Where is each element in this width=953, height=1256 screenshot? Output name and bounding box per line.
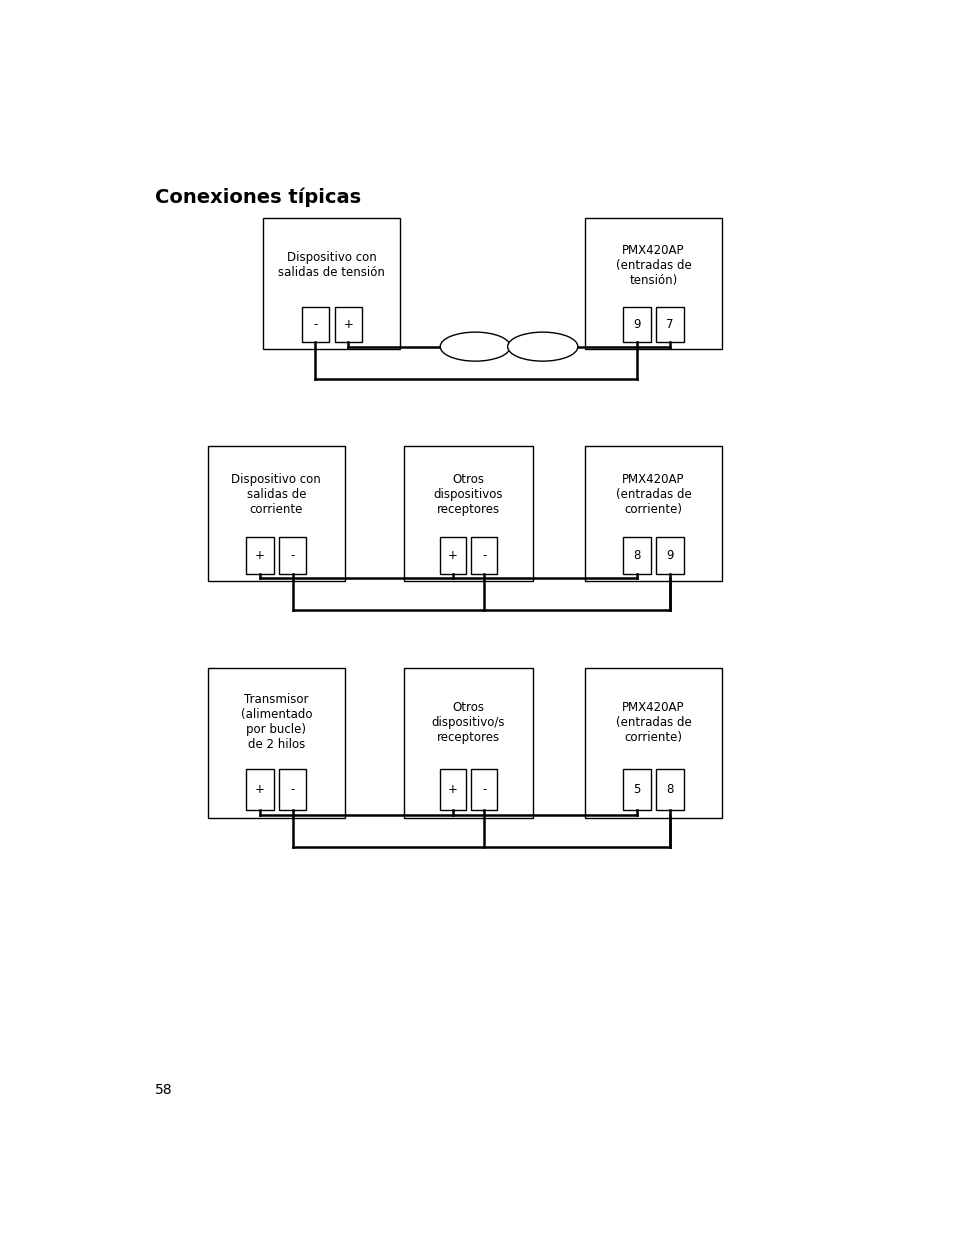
Bar [208,446,344,582]
Text: -: - [291,549,294,561]
Bar [622,538,650,574]
Text: 8: 8 [633,549,640,561]
Text: 9: 9 [633,318,640,330]
Bar [439,770,465,810]
Text: Otros
dispositivos
receptores: Otros dispositivos receptores [434,474,503,516]
Bar [439,538,465,574]
Text: 8: 8 [665,782,673,796]
Text: -: - [291,782,294,796]
Bar [246,538,274,574]
Text: Transmisor
(alimentado
por bucle)
de 2 hilos: Transmisor (alimentado por bucle) de 2 h… [240,693,312,751]
Bar [656,770,682,810]
Text: -: - [313,318,317,330]
Bar [403,446,533,582]
Bar [208,668,344,818]
Ellipse shape [439,332,510,362]
Text: Dispositivo con
salidas de tensión: Dispositivo con salidas de tensión [278,251,385,279]
Bar [279,538,306,574]
Text: +: + [448,549,457,561]
Bar [471,538,497,574]
Bar [584,446,721,582]
Bar [656,306,682,342]
Bar [335,306,361,342]
Bar [584,219,721,349]
Bar [622,306,650,342]
Text: -: - [481,782,486,796]
Bar [471,770,497,810]
Text: 9: 9 [665,549,673,561]
Text: PMX420AP
(entradas de
corriente): PMX420AP (entradas de corriente) [615,701,691,744]
Bar [279,770,306,810]
Bar [622,770,650,810]
Text: -: - [481,549,486,561]
Text: +: + [254,782,265,796]
Bar [263,219,400,349]
Text: Otros
dispositivo/s
receptores: Otros dispositivo/s receptores [432,701,505,744]
Bar [403,668,533,818]
Bar [246,770,274,810]
Text: 7: 7 [665,318,673,330]
Text: Dispositivo con
salidas de
corriente: Dispositivo con salidas de corriente [232,474,321,516]
Text: 58: 58 [154,1083,172,1096]
Text: +: + [254,549,265,561]
Text: 5: 5 [633,782,640,796]
Bar [656,538,682,574]
Ellipse shape [507,332,578,362]
Text: +: + [448,782,457,796]
Text: +: + [343,318,353,330]
Bar [301,306,329,342]
Bar [584,668,721,818]
Text: PMX420AP
(entradas de
corriente): PMX420AP (entradas de corriente) [615,474,691,516]
Text: PMX420AP
(entradas de
tensión): PMX420AP (entradas de tensión) [615,244,691,286]
Text: Conexiones típicas: Conexiones típicas [154,187,360,207]
